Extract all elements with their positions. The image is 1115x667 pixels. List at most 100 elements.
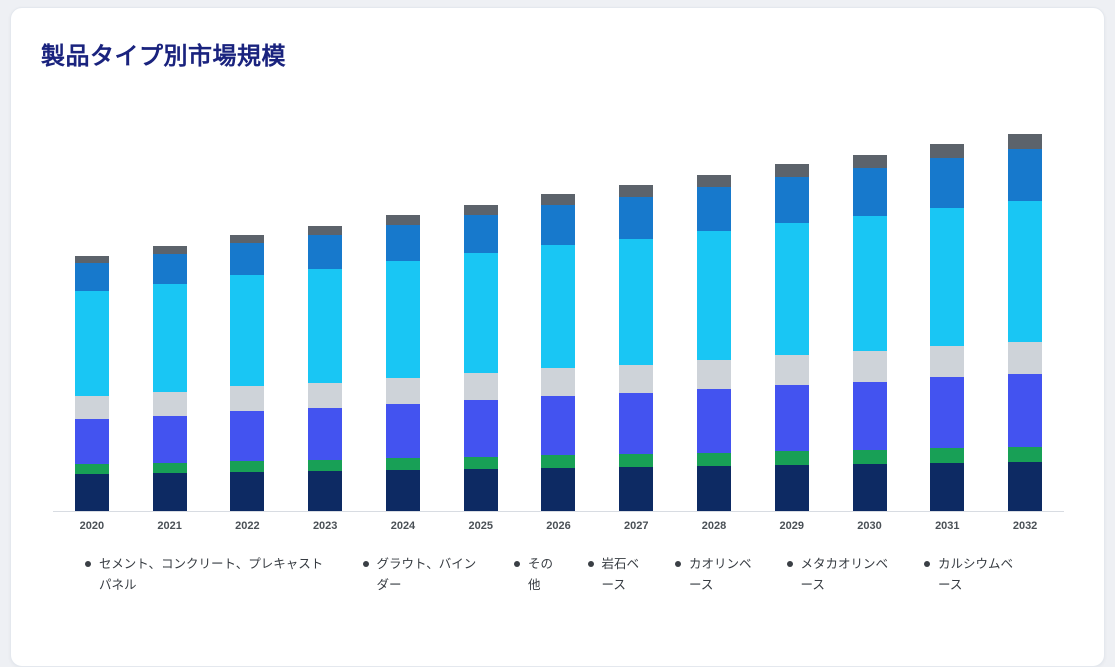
bar-segment[interactable] [385, 378, 420, 404]
bar-stack-2028[interactable] [697, 175, 731, 511]
bar-segment[interactable] [308, 408, 343, 460]
bar-stack-2025[interactable] [463, 205, 498, 511]
bar-segment[interactable] [930, 448, 965, 463]
bar-segment[interactable] [619, 185, 654, 197]
bar-stack-2026[interactable] [541, 194, 576, 511]
bar-segment[interactable] [463, 457, 498, 469]
bar-segment[interactable] [1008, 462, 1043, 511]
bar-segment[interactable] [774, 223, 809, 355]
bar-segment[interactable] [619, 239, 654, 365]
bar-segment[interactable] [74, 419, 109, 464]
bar-segment[interactable] [774, 451, 809, 465]
bar-segment[interactable] [1008, 374, 1043, 447]
bar-segment[interactable] [541, 245, 576, 368]
bar-segment[interactable] [152, 463, 187, 473]
bar-segment[interactable] [1008, 149, 1043, 201]
bar-stack-2031[interactable] [930, 144, 965, 511]
bar-segment[interactable] [697, 231, 731, 360]
bar-segment[interactable] [852, 168, 887, 216]
legend-item[interactable]: 岩石ベース [587, 554, 644, 595]
bar-segment[interactable] [74, 396, 109, 419]
bar-segment[interactable] [697, 389, 731, 453]
bar-segment[interactable] [541, 194, 576, 205]
bar-stack-2022[interactable] [230, 235, 265, 511]
bar-segment[interactable] [74, 464, 109, 474]
bar-segment[interactable] [619, 393, 654, 454]
legend-item[interactable]: メタカオリンベース [786, 554, 893, 595]
bar-segment[interactable] [1008, 342, 1043, 374]
bar-segment[interactable] [541, 396, 576, 455]
bar-stack-2024[interactable] [385, 215, 420, 511]
bar-segment[interactable] [852, 450, 887, 464]
bar-stack-2030[interactable] [852, 155, 887, 511]
bar-segment[interactable] [852, 155, 887, 168]
bar-segment[interactable] [74, 291, 109, 396]
bar-segment[interactable] [774, 465, 809, 511]
bar-segment[interactable] [230, 461, 265, 472]
bar-segment[interactable] [930, 377, 965, 448]
bar-segment[interactable] [852, 382, 887, 450]
legend-item[interactable]: カルシウムベース [924, 554, 1016, 595]
bar-segment[interactable] [541, 455, 576, 468]
bar-segment[interactable] [463, 400, 498, 457]
bar-segment[interactable] [541, 468, 576, 511]
legend-item[interactable]: グラウト、バインダー [362, 554, 483, 595]
bar-segment[interactable] [697, 466, 731, 511]
bar-segment[interactable] [541, 205, 576, 245]
bar-segment[interactable] [152, 284, 187, 392]
bar-segment[interactable] [930, 463, 965, 511]
bar-segment[interactable] [308, 460, 343, 471]
bar-segment[interactable] [852, 216, 887, 351]
bar-segment[interactable] [385, 215, 420, 225]
bar-segment[interactable] [852, 351, 887, 382]
bar-segment[interactable] [930, 158, 965, 208]
bar-segment[interactable] [619, 197, 654, 239]
bar-segment[interactable] [308, 471, 343, 511]
bar-segment[interactable] [385, 458, 420, 470]
bar-stack-2032[interactable] [1008, 134, 1043, 511]
bar-segment[interactable] [619, 454, 654, 467]
bar-segment[interactable] [541, 368, 576, 396]
bar-stack-2023[interactable] [308, 226, 343, 511]
bar-segment[interactable] [1008, 201, 1043, 342]
bar-segment[interactable] [74, 256, 109, 263]
bar-segment[interactable] [230, 243, 265, 275]
bar-segment[interactable] [697, 175, 731, 187]
bar-segment[interactable] [152, 254, 187, 284]
bar-segment[interactable] [230, 411, 265, 461]
bar-segment[interactable] [463, 373, 498, 400]
bar-segment[interactable] [697, 360, 731, 389]
bar-segment[interactable] [852, 464, 887, 511]
bar-segment[interactable] [308, 235, 343, 269]
bar-segment[interactable] [930, 208, 965, 346]
bar-segment[interactable] [930, 144, 965, 158]
bar-segment[interactable] [463, 253, 498, 373]
bar-stack-2029[interactable] [774, 164, 809, 511]
bar-segment[interactable] [697, 453, 731, 466]
bar-segment[interactable] [463, 469, 498, 511]
bar-segment[interactable] [230, 472, 265, 511]
bar-segment[interactable] [385, 225, 420, 261]
bar-segment[interactable] [774, 385, 809, 451]
bar-segment[interactable] [152, 246, 187, 254]
bar-segment[interactable] [152, 416, 187, 463]
bar-segment[interactable] [385, 404, 420, 458]
bar-segment[interactable] [774, 355, 809, 385]
bar-segment[interactable] [385, 261, 420, 378]
bar-segment[interactable] [619, 365, 654, 393]
bar-segment[interactable] [308, 383, 343, 408]
bar-segment[interactable] [463, 215, 498, 253]
bar-segment[interactable] [308, 269, 343, 383]
bar-segment[interactable] [463, 205, 498, 215]
bar-segment[interactable] [697, 187, 731, 231]
bar-segment[interactable] [774, 164, 809, 177]
bar-segment[interactable] [230, 275, 265, 386]
legend-item[interactable]: セメント、コンクリート、プレキャストパネル [85, 554, 331, 595]
bar-segment[interactable] [774, 177, 809, 223]
bar-segment[interactable] [152, 473, 187, 511]
bar-segment[interactable] [619, 467, 654, 511]
bar-segment[interactable] [308, 226, 343, 235]
bar-stack-2021[interactable] [152, 246, 187, 511]
bar-segment[interactable] [385, 470, 420, 511]
legend-item[interactable]: カオリンベース [675, 554, 755, 595]
